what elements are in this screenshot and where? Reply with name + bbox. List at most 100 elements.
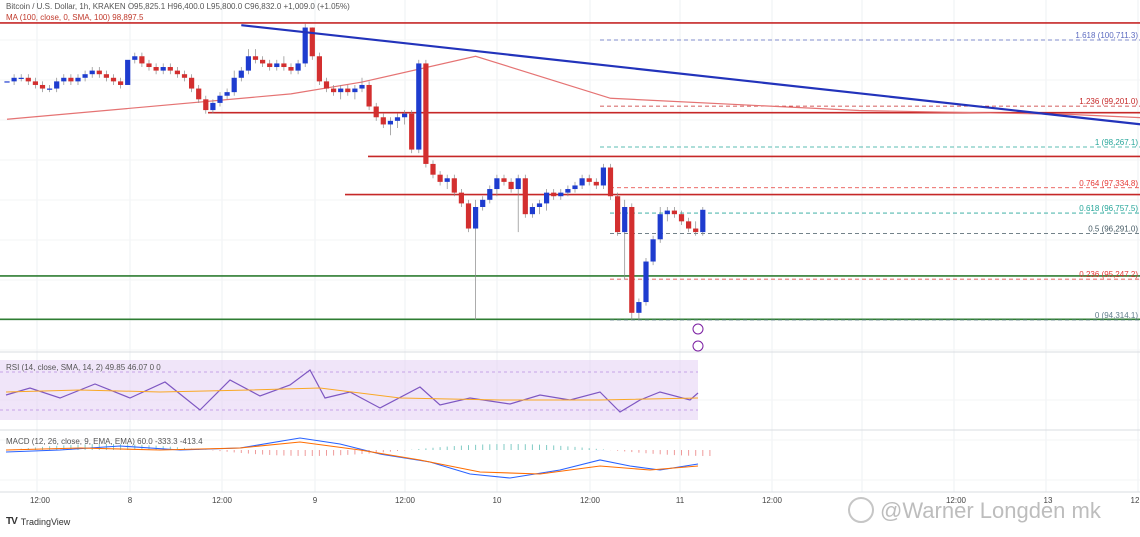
candle-body	[118, 81, 124, 85]
tradingview-brand: TV TradingView	[6, 516, 70, 527]
candle-body	[394, 117, 401, 121]
candle-body	[281, 63, 287, 68]
candle-body	[181, 74, 188, 78]
candle-body	[25, 77, 31, 82]
candle-body	[47, 88, 53, 90]
time-axis-label: 12:00	[946, 496, 967, 505]
candle-body	[373, 106, 379, 118]
candle-body	[153, 67, 159, 71]
candle-body	[196, 88, 202, 100]
candle-body	[125, 59, 131, 85]
candle-body	[288, 67, 294, 71]
rsi-legend: RSI (14, close, SMA, 14, 2) 49.85 46.07 …	[6, 363, 161, 372]
candle-body	[650, 239, 656, 262]
candle-body	[252, 56, 259, 60]
candle-body	[39, 84, 46, 89]
candle-body	[203, 99, 209, 111]
candle-body	[664, 210, 670, 215]
candle-body	[437, 174, 443, 182]
time-axis-label: 12	[1131, 496, 1140, 505]
candle-body	[238, 70, 244, 78]
candle-body	[402, 113, 408, 118]
tradingview-logo-icon: TV	[6, 516, 18, 527]
candle-body	[316, 56, 322, 82]
candle-body	[309, 27, 315, 57]
candle-body	[18, 77, 24, 79]
candle-body	[501, 178, 507, 182]
candle-body	[700, 209, 706, 233]
candle-body	[231, 77, 237, 93]
candle-body	[323, 81, 330, 89]
time-axis-label: 12:00	[762, 496, 783, 505]
candle-body	[387, 120, 393, 125]
candle-body	[174, 70, 180, 75]
candle-body	[522, 178, 528, 215]
candle-body	[224, 92, 230, 96]
candle-body	[473, 206, 479, 229]
candle-body	[586, 178, 592, 182]
time-axis-label: 9	[313, 496, 318, 505]
candle-body	[11, 77, 17, 82]
candle-body	[146, 63, 152, 68]
candle-body	[551, 192, 557, 197]
time-axis-label: 12:00	[30, 496, 51, 505]
candle-body	[416, 63, 422, 150]
tradingview-label: TradingView	[20, 516, 71, 527]
candle-body	[139, 56, 145, 64]
alert-lightning-icon	[692, 340, 704, 352]
candle-body	[189, 77, 195, 89]
candle-body	[160, 67, 166, 71]
time-axis-label: 12:00	[580, 496, 601, 505]
candle-body	[380, 117, 386, 125]
candle-body	[61, 77, 67, 82]
candle-body	[558, 192, 564, 197]
candle-body	[217, 95, 223, 103]
candle-body	[671, 210, 677, 215]
candle-body	[352, 88, 358, 93]
alert-add-icon	[692, 323, 704, 335]
candle-body	[607, 167, 614, 197]
candle-body	[678, 214, 685, 222]
candle-body	[359, 84, 365, 89]
candle-body	[572, 185, 578, 190]
candle-body	[657, 214, 663, 240]
candle-body	[132, 56, 138, 60]
candle-body	[465, 203, 472, 229]
fib-level-label: 1.618 (100,711.3)	[1075, 31, 1138, 40]
macd-legend: MACD (12, 26, close, 9, EMA, EMA) 60.0 -…	[6, 437, 203, 446]
candle-body	[338, 88, 344, 93]
watermark-text: @Warner Longden mk	[880, 498, 1101, 523]
candle-body	[32, 81, 38, 85]
time-axis-label: 12:00	[212, 496, 233, 505]
candle-body	[622, 206, 628, 233]
candle-body	[103, 74, 109, 78]
candle-body	[579, 178, 585, 186]
candle-body	[345, 88, 351, 93]
candle-body	[274, 63, 280, 68]
watermark: @Warner Longden mk	[848, 497, 1101, 525]
fib-level-label: 0 (94,314.1)	[1095, 311, 1138, 320]
candle-body	[75, 77, 81, 82]
fib-level-label: 0.5 (96,291.0)	[1088, 224, 1138, 233]
fib-level-label: 1.236 (99,201.0)	[1079, 97, 1138, 106]
candle-body	[331, 88, 337, 93]
candle-body	[110, 77, 117, 82]
fib-level-label: 1 (98,267.1)	[1095, 138, 1138, 147]
fib-level-label: 0.618 (96,757.5)	[1079, 204, 1138, 213]
candle-body	[529, 206, 535, 215]
candle-body	[444, 178, 450, 182]
candle-body	[245, 56, 251, 71]
fib-level-label: 0.764 (97,334.8)	[1079, 179, 1138, 188]
rsi-line	[5, 369, 699, 413]
candle-body	[565, 189, 571, 193]
candle-body	[68, 77, 74, 82]
macd-signal-line	[5, 441, 699, 475]
ma-legend: MA (100, close, 0, SMA, 100) 98,897.5	[6, 13, 144, 22]
candle-body	[536, 203, 543, 207]
symbol-info: Bitcoin / U.S. Dollar, 1h, KRAKEN O95,82…	[6, 2, 350, 11]
candle-body	[458, 192, 464, 204]
downtrend-line	[241, 24, 1140, 126]
candle-body	[366, 84, 372, 107]
